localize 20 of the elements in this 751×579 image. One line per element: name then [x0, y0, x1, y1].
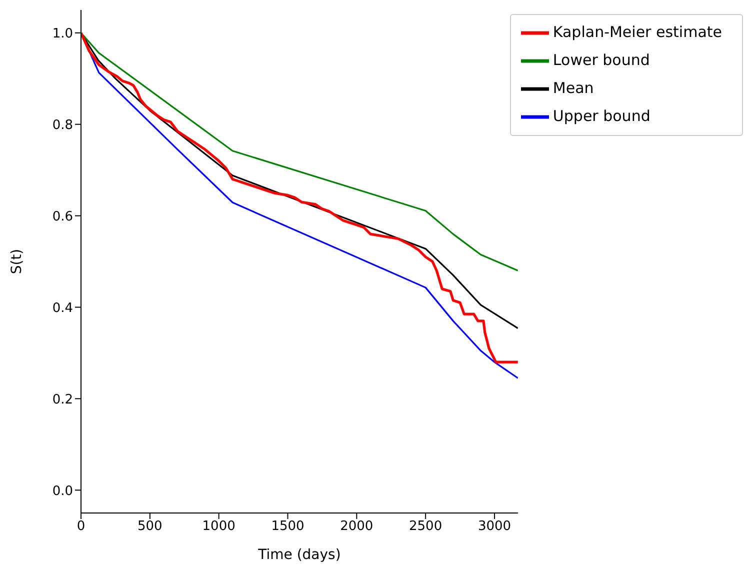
legend-label: Kaplan-Meier estimate	[552, 23, 722, 42]
y-axis-title: S(t)	[8, 248, 25, 274]
x-tick-label: 500	[138, 519, 162, 534]
y-tick-label: 0.6	[52, 209, 73, 224]
x-tick-label: 3000	[478, 519, 512, 534]
legend-label: Lower bound	[552, 51, 650, 70]
x-axis-title: Time (days)	[257, 547, 341, 563]
x-tick-label: 1500	[271, 519, 304, 534]
y-tick-label: 1.0	[52, 26, 73, 42]
y-tick-label: 0.0	[52, 484, 73, 499]
y-tick-label: 0.2	[52, 392, 73, 408]
legend-label: Upper bound	[552, 107, 650, 126]
y-tick-label: 0.8	[52, 118, 73, 133]
x-tick-label: 2500	[409, 519, 442, 534]
x-tick-label: 0	[76, 519, 86, 534]
line-series	[81, 32, 518, 272]
legend-label: Mean	[552, 79, 594, 98]
y-tick-label: 0.4	[52, 300, 73, 316]
x-tick-label: 1000	[202, 519, 236, 534]
x-tick-label: 2000	[340, 519, 374, 534]
